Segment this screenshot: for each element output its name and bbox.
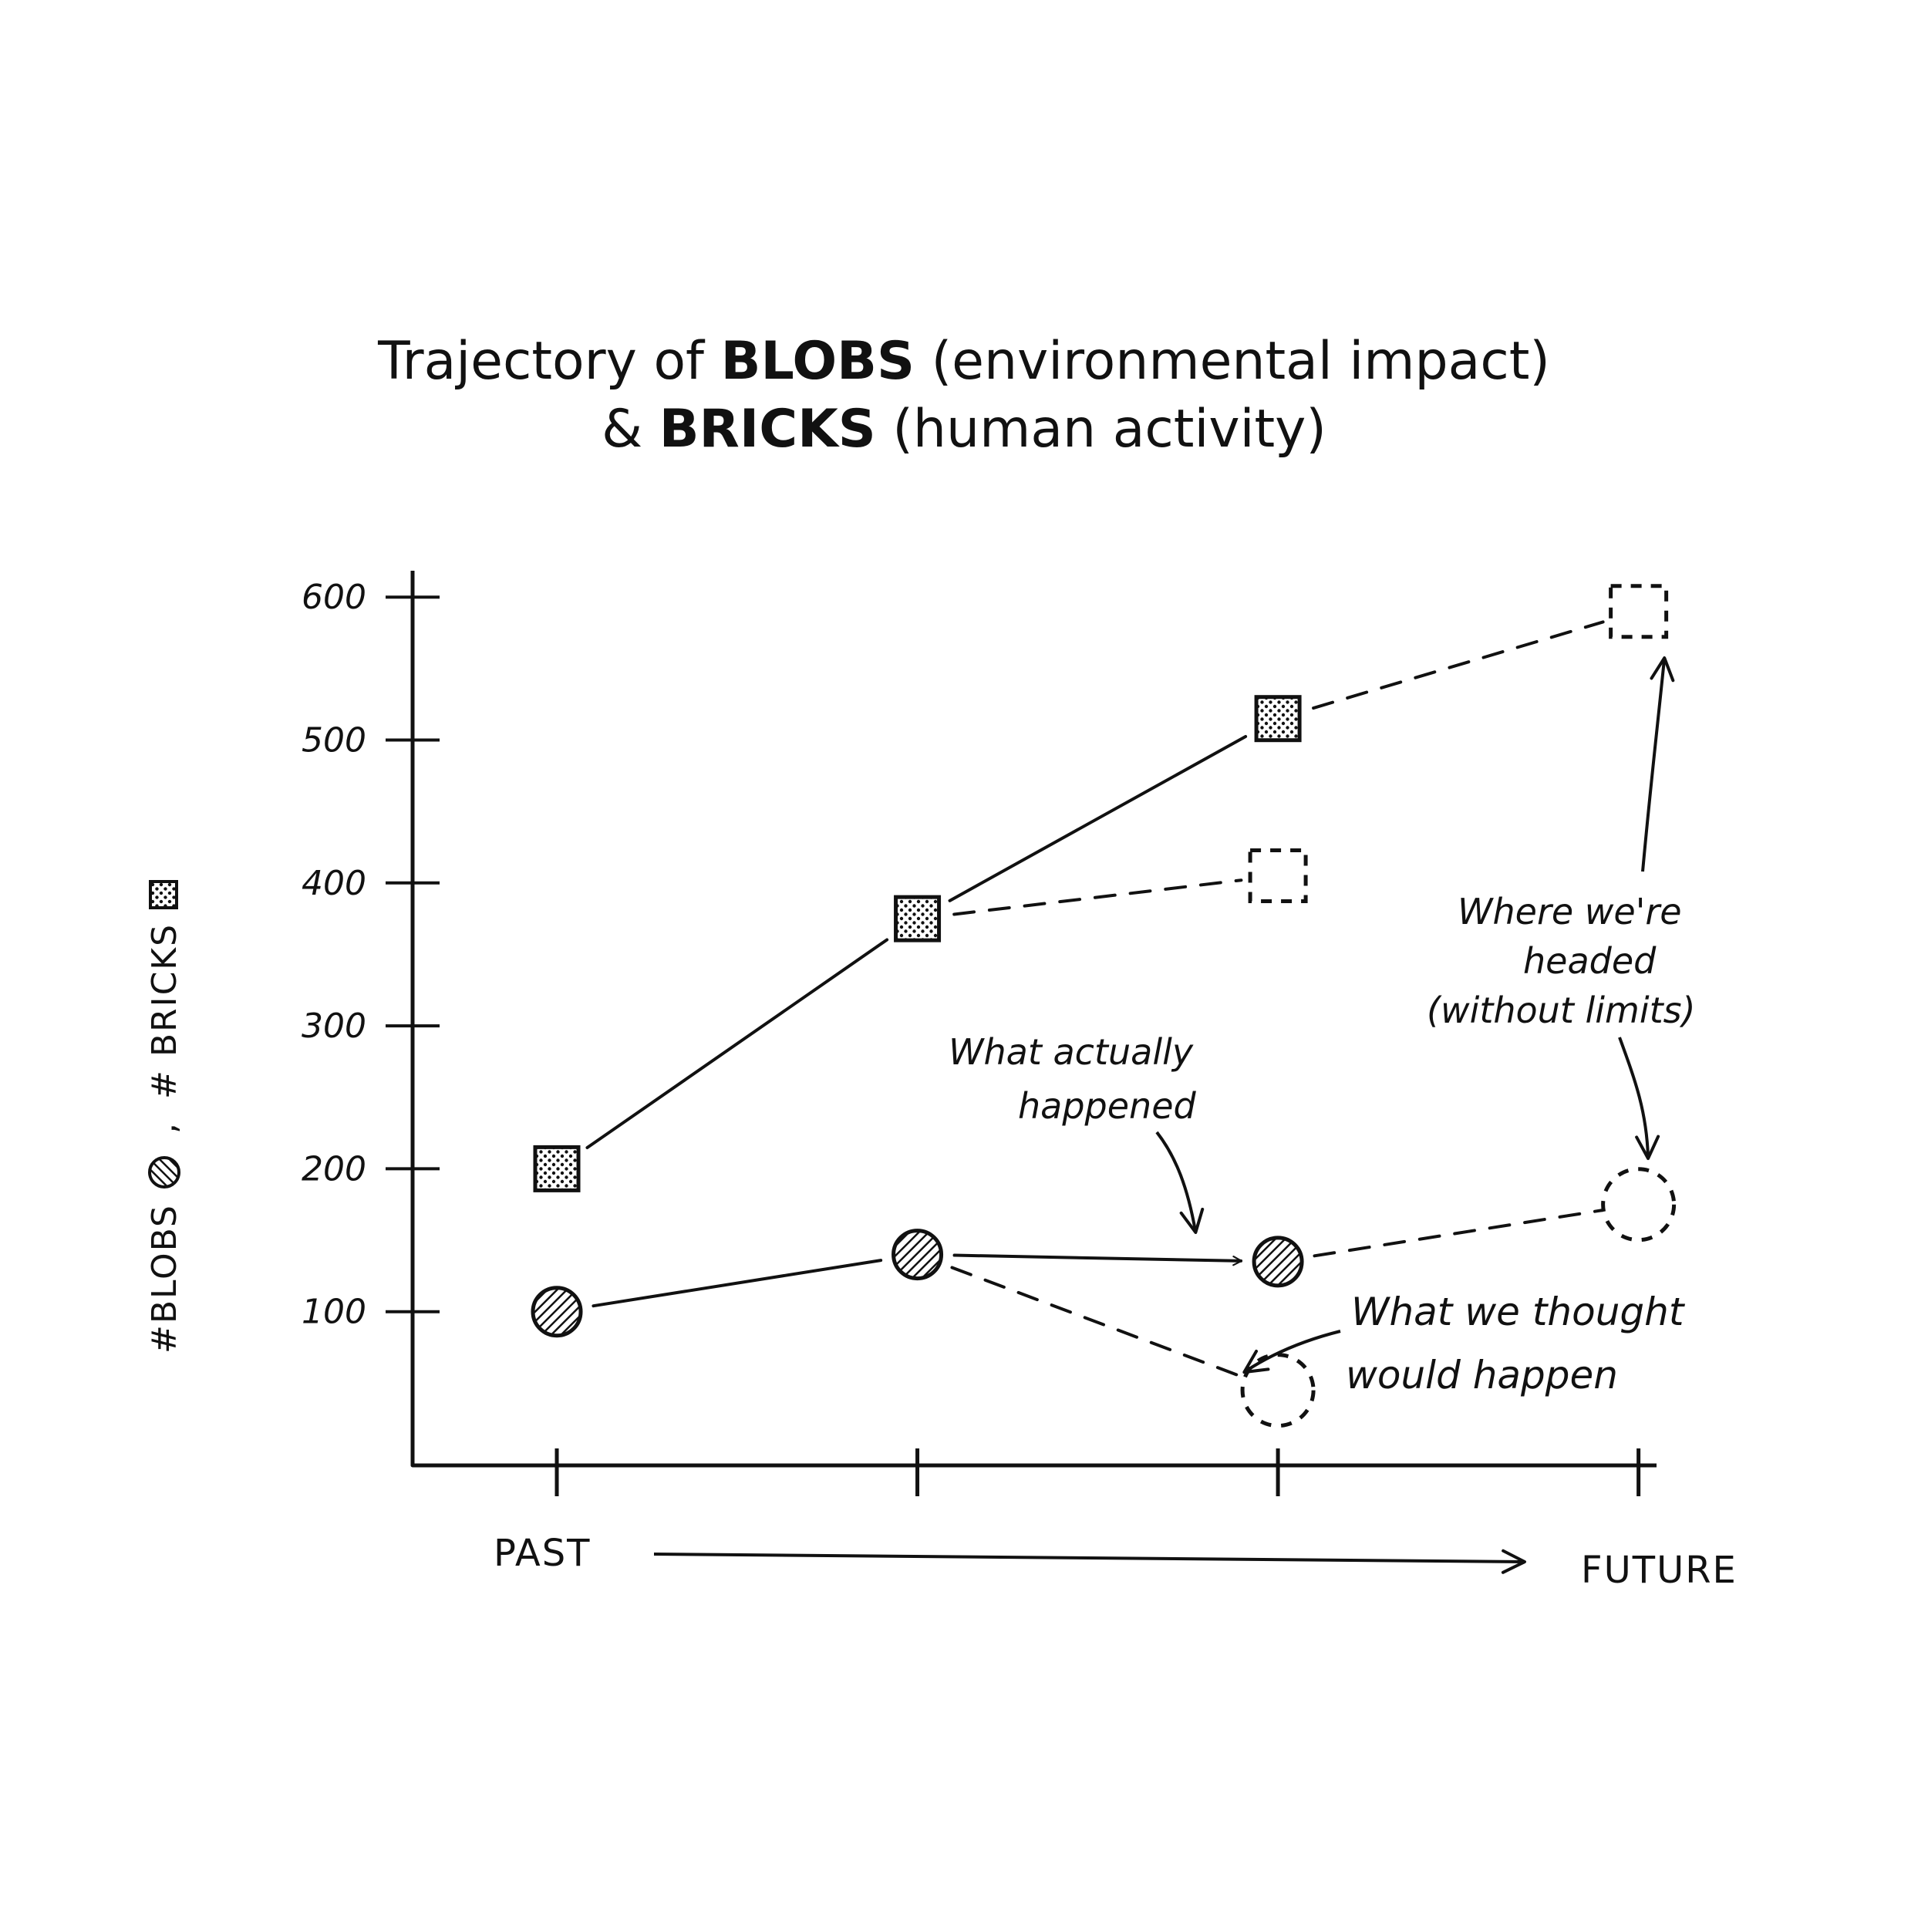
bricks-without-limits-segment xyxy=(1312,620,1605,710)
annotation-actual-line-2: happened xyxy=(1018,1085,1196,1127)
axis-labels: #BLOBS , # BRICKS PAST FUTURE xyxy=(145,880,1738,1592)
blobs-actual-segment xyxy=(592,1259,883,1308)
axis-lines xyxy=(410,571,1657,1468)
y-axis-label-separator: , xyxy=(145,1121,184,1134)
title-line-2: & BRICKS (human activity) xyxy=(602,399,1326,460)
y-axis-blob-icon xyxy=(148,1156,180,1189)
brick-marker xyxy=(1254,695,1302,743)
y-tick-label: 100 xyxy=(302,1293,366,1332)
x-axis-label-future: FUTURE xyxy=(1581,1549,1738,1592)
brick-marker xyxy=(894,895,942,942)
annotations: What actually happened What we thought w… xyxy=(949,656,1696,1398)
bricks-actual-segment xyxy=(948,734,1248,902)
chart-title: Trajectory of BLOBS (environmental impac… xyxy=(0,328,1928,464)
y-tick-label: 300 xyxy=(302,1006,366,1046)
annotation-headed-line-2: headed xyxy=(1523,940,1657,982)
axes: 100 200 300 400 500 600 xyxy=(302,571,1657,1496)
blobs-expected-segment xyxy=(950,1266,1245,1379)
brick-projected-marker xyxy=(1248,848,1308,904)
annotation-thought-line-1: What we thought xyxy=(1351,1290,1686,1334)
blob-marker xyxy=(531,1286,583,1338)
blob-marker xyxy=(892,1229,944,1281)
y-tick-label: 500 xyxy=(302,721,366,760)
data-markers xyxy=(531,584,1677,1428)
y-tick-label: 200 xyxy=(302,1149,366,1189)
y-axis-label-bricks: # BRICKS xyxy=(145,923,184,1099)
y-axis-label: #BLOBS , # BRICKS xyxy=(145,880,184,1354)
annotation-headed-line-1: Where we're xyxy=(1458,891,1682,932)
blobs-actual-segment xyxy=(952,1253,1243,1266)
blob-projected-marker xyxy=(1601,1167,1677,1242)
annotation-headed-arrow-up xyxy=(1641,656,1675,872)
bricks-expected-segment xyxy=(952,878,1243,916)
brick-projected-marker xyxy=(1609,584,1669,639)
time-arrow xyxy=(653,1549,1526,1574)
blobs-without-limits-segment xyxy=(1313,1209,1604,1258)
annotation-actual-arrow xyxy=(1155,1131,1205,1234)
x-axis-label-past: PAST xyxy=(494,1532,592,1575)
annotation-actual-line-1: What actually xyxy=(949,1031,1194,1073)
y-tick-label: 400 xyxy=(302,864,366,903)
y-tick-label: 600 xyxy=(302,578,366,617)
series-lines xyxy=(585,620,1605,1379)
title-line-1: Trajectory of BLOBS (environmental impac… xyxy=(378,331,1550,392)
y-axis-brick-icon xyxy=(149,880,178,909)
annotation-thought-arrow xyxy=(1242,1330,1341,1374)
bricks-actual-segment xyxy=(585,938,889,1150)
annotation-thought-line-2: would happen xyxy=(1346,1353,1618,1398)
annotation-headed-arrow-down xyxy=(1618,1037,1660,1160)
blob-marker xyxy=(1252,1236,1304,1288)
annotation-headed-line-3: (without limits) xyxy=(1427,990,1696,1031)
brick-marker xyxy=(533,1145,581,1192)
y-axis-label-blobs: #BLOBS xyxy=(145,1204,184,1354)
